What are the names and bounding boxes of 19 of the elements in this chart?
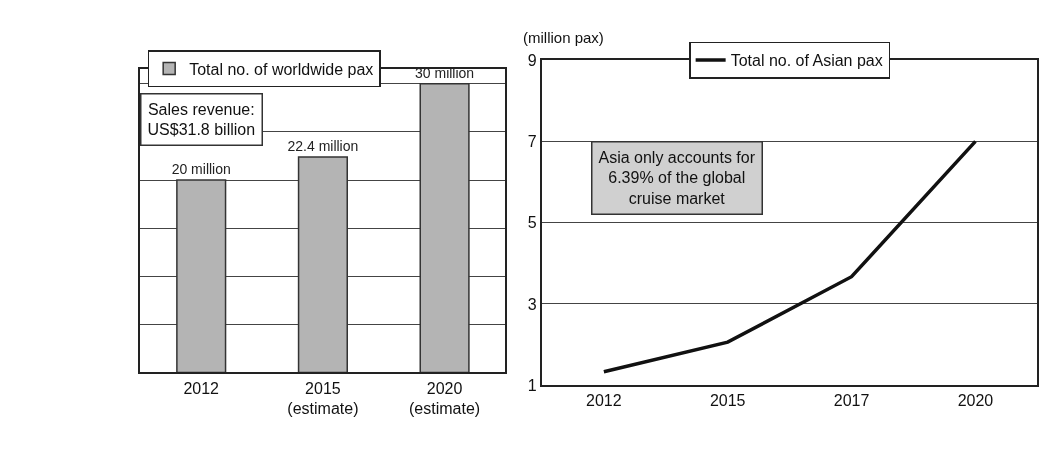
y-tick-label: 5 [527, 214, 537, 232]
x-tick-label: 2012 [183, 379, 220, 397]
y-tick-label: 9 [527, 51, 537, 69]
data-label: 22.4 million [287, 137, 359, 154]
x-tick-label: 2020 (estimate) [409, 379, 481, 418]
y-tick-label: 7 [527, 133, 537, 151]
annotation: Sales revenue: US$31.8 billion [147, 100, 256, 139]
x-tick-label: 2015 [709, 392, 746, 410]
y-axis-title: (million pax) [523, 29, 604, 46]
y-tick-label: 3 [527, 295, 537, 313]
y-tick-label: 1 [527, 376, 537, 394]
data-label: 20 million [171, 161, 231, 178]
x-tick-label: 2015 (estimate) [287, 379, 359, 418]
x-tick-label: 2012 [586, 392, 622, 410]
legend-label: Total no. of Asian pax [730, 52, 883, 70]
annotation: Asia only accounts for 6.39% of the global cruise market [598, 148, 756, 208]
x-tick-label: 2020 [957, 392, 994, 410]
x-tick-label: 2017 [833, 392, 870, 410]
legend-label: Total no. of worldwide pax [189, 60, 374, 78]
